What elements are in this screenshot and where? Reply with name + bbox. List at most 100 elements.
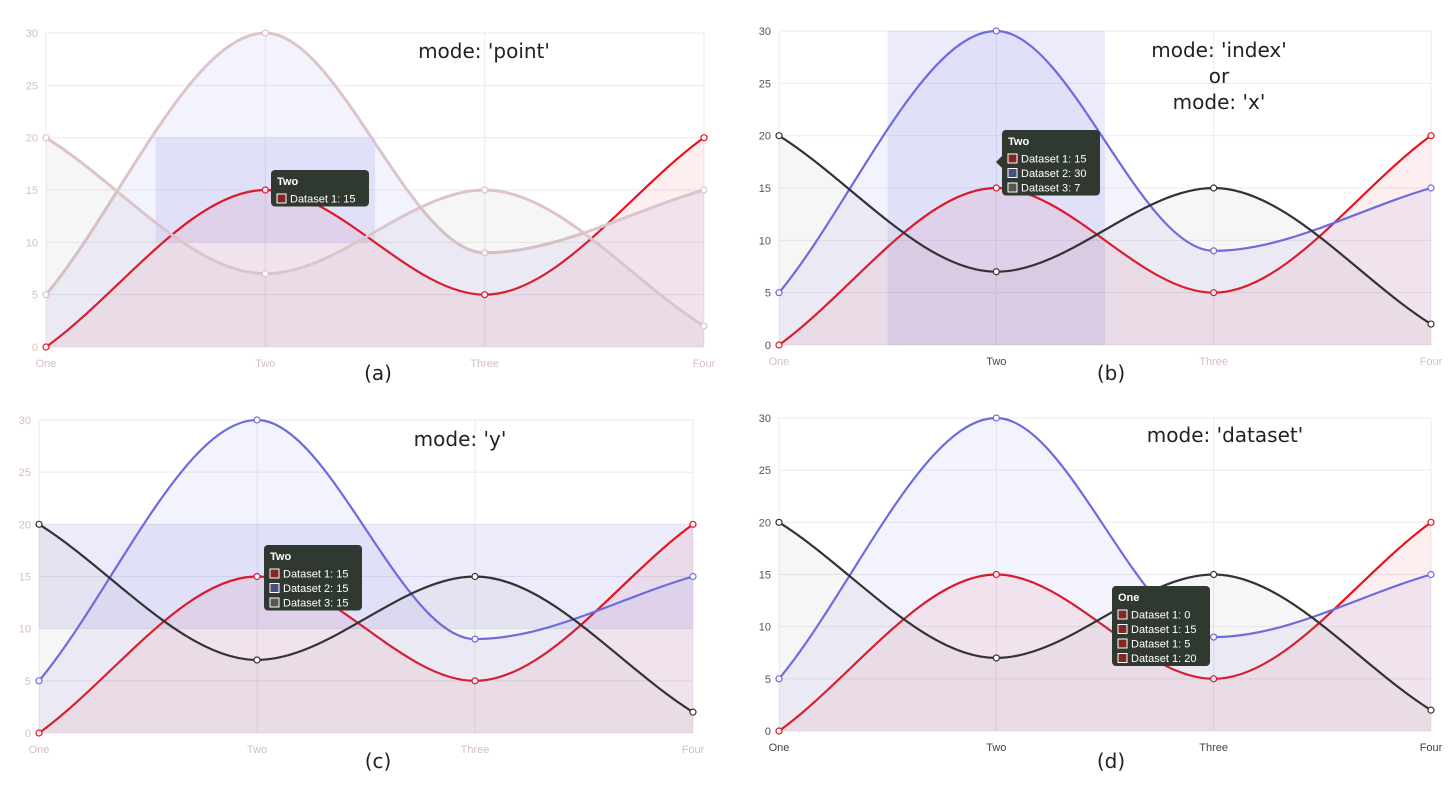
x-tick-label: One [29, 744, 50, 756]
tooltip-item: Dataset 1: 15 [1021, 154, 1086, 166]
tooltip-caret [996, 156, 1002, 168]
data-point [471, 677, 479, 685]
x-tick-label: Two [255, 358, 275, 370]
data-point [481, 291, 489, 299]
x-tick-label: Four [693, 358, 716, 370]
chart-panel-d: 0 5 10 15 20 25 30 One Two Three Four One Dataset 1:… [759, 413, 1443, 773]
x-tick-label: One [36, 358, 57, 370]
x-tick-label: Three [470, 358, 499, 370]
y-tick-label: 25 [26, 80, 38, 92]
x-tick-label: One [769, 356, 790, 368]
tooltip-swatch [276, 193, 287, 204]
data-point [1210, 247, 1218, 255]
y-tick-label: 30 [19, 415, 31, 427]
data-point [35, 520, 43, 528]
data-point [261, 186, 269, 194]
data-point [700, 134, 708, 142]
data-point [35, 677, 43, 685]
chart-panel-b: 0 5 10 15 20 25 30 One Two Three Four Two Dataset 1:… [759, 26, 1443, 385]
data-point [1210, 184, 1218, 192]
series-line [45, 136, 705, 328]
y-tick-label: 0 [765, 726, 771, 738]
data-point [992, 654, 1000, 662]
panel-label: (b) [1097, 361, 1125, 385]
tooltip-swatch [1007, 182, 1018, 193]
tooltip-swatch [269, 568, 280, 579]
data-point [689, 572, 697, 581]
x-tick-label: One [769, 742, 790, 754]
tooltip-swatch [1117, 609, 1128, 620]
data-point [471, 572, 479, 581]
y-tick-label: 20 [19, 519, 31, 531]
x-tick-label: Two [247, 744, 267, 756]
tooltip: Two Dataset 1: 15 [271, 170, 369, 207]
data-point [42, 291, 50, 299]
data-point [775, 518, 783, 526]
series-group [775, 414, 1435, 735]
y-tick-label: 10 [759, 235, 771, 247]
tooltip: Two Dataset 1: 15 Dataset 2: 30 Dataset 3: … [996, 130, 1100, 196]
y-tick-label: 30 [26, 28, 38, 40]
tooltip-box [1112, 586, 1210, 666]
series-line [778, 134, 1432, 325]
y-tick-label: 20 [759, 517, 771, 529]
tooltip: Two Dataset 1: 15 Dataset 2: 15 Dataset 3: … [264, 545, 362, 611]
tooltip-item: Dataset 1: 0 [1131, 610, 1190, 622]
panel-label: (d) [1097, 749, 1125, 773]
series-area [779, 522, 1431, 731]
tooltip-swatch [1117, 638, 1128, 649]
series-line [44, 31, 705, 296]
data-point [261, 29, 269, 37]
tooltip-item: Dataset 2: 30 [1021, 168, 1086, 180]
series-group [775, 27, 1435, 349]
data-point [775, 132, 783, 140]
y-tick-label: 5 [32, 290, 38, 302]
y-tick-label: 10 [19, 624, 31, 636]
series-line [778, 521, 1432, 732]
y-tick-label: 10 [759, 622, 771, 634]
gridlines [45, 32, 705, 348]
data-point [1427, 570, 1435, 579]
tooltip-title: One [1118, 592, 1139, 604]
y-tick-label: 15 [26, 185, 38, 197]
y-tick-label: 10 [26, 237, 38, 249]
data-point [42, 134, 50, 142]
data-point [775, 341, 783, 349]
series-line [778, 521, 1432, 712]
mode-annotation: mode: 'point' [418, 39, 550, 63]
data-point [1427, 518, 1435, 526]
x-tick-label: Two [986, 742, 1006, 754]
y-tick-label: 15 [19, 572, 31, 584]
y-tick-label: 5 [25, 676, 31, 688]
data-point [1210, 633, 1218, 641]
series-area [39, 524, 693, 733]
tooltip-item: Dataset 1: 15 [290, 194, 355, 206]
tooltip-item: Dataset 1: 15 [283, 569, 348, 581]
y-tick-label: 15 [759, 570, 771, 582]
data-point [253, 572, 261, 581]
series-area [779, 522, 1431, 731]
tooltip-box [271, 170, 369, 207]
x-tick-label: Four [1420, 742, 1443, 754]
data-point [700, 322, 708, 330]
x-tick-label: Three [461, 744, 490, 756]
series-group [42, 29, 708, 351]
data-point [35, 729, 43, 737]
tooltip-swatch [269, 597, 280, 608]
y-tick-label: 5 [765, 674, 771, 686]
panel-label: (a) [364, 361, 392, 385]
data-point [1210, 675, 1218, 683]
data-point [992, 570, 1000, 579]
data-point [700, 186, 708, 194]
y-tick-label: 25 [19, 467, 31, 479]
series-line [45, 136, 705, 348]
chart-panel-a: 0 5 10 15 20 25 30 One Two Three Four Two Dataset 1:… [26, 28, 716, 385]
data-point [689, 708, 697, 716]
data-point [992, 184, 1000, 192]
y-tick-label: 20 [759, 131, 771, 143]
series-area [39, 420, 693, 733]
highlight-band [39, 524, 693, 629]
data-point [481, 186, 489, 194]
tooltip-item: Dataset 3: 7 [1021, 183, 1080, 195]
mode-annotation: mode: 'x' [1173, 90, 1266, 114]
